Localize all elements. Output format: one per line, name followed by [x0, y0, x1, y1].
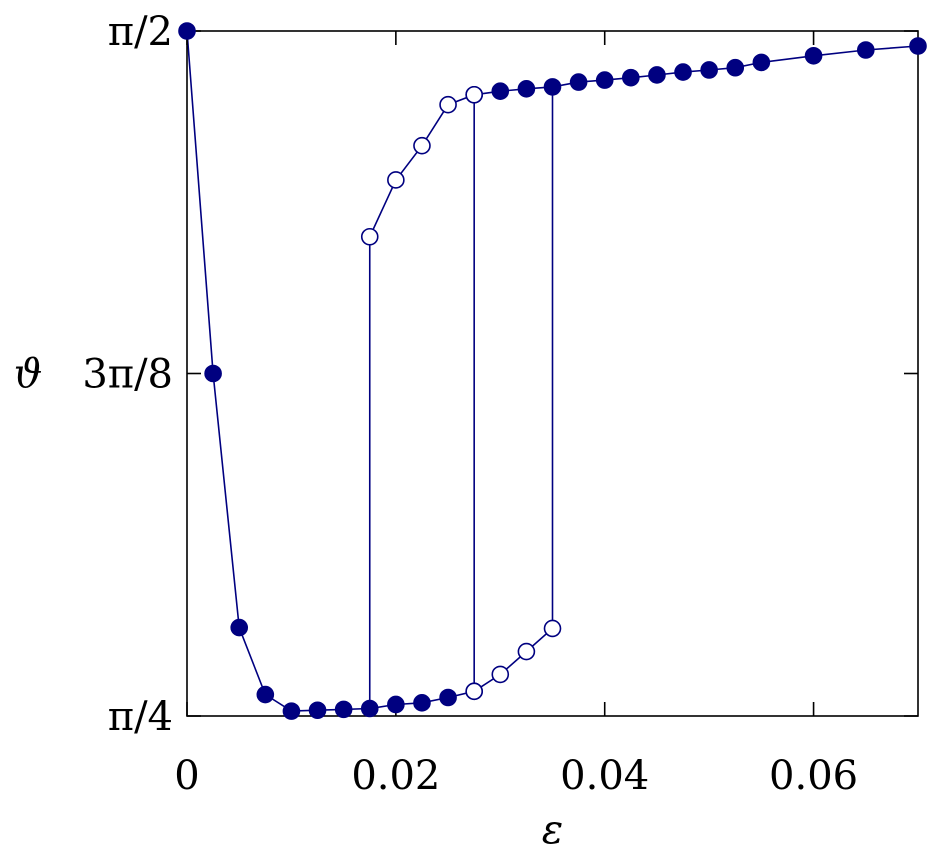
data-point-open: [465, 85, 483, 104]
data-point-filled: [726, 58, 745, 77]
data-point-open: [491, 665, 510, 684]
data-point-filled: [648, 66, 666, 84]
data-point-filled: [674, 63, 692, 81]
y-tick-label: π/2: [108, 9, 173, 55]
data-point-filled: [360, 699, 379, 718]
x-tick-label: 0.06: [769, 753, 858, 799]
data-point-filled: [569, 73, 588, 91]
series-line: [186, 30, 475, 712]
data-point-filled: [230, 618, 249, 637]
data-points: [178, 22, 927, 720]
data-point-filled: [700, 61, 718, 79]
tick-labels: 0 0.02 0.04 0.06 π/4 3π/8 π/2: [82, 9, 858, 799]
x-tick-label: 0.02: [351, 753, 440, 799]
x-axis-label: ε: [542, 807, 563, 853]
data-point-filled: [178, 22, 196, 40]
y-axis-label: ϑ: [14, 352, 43, 398]
data-point-filled: [909, 37, 927, 55]
data-point-filled: [595, 71, 614, 89]
data-point-open: [543, 619, 562, 638]
data-point-open: [413, 136, 431, 155]
series-line: [474, 45, 919, 96]
data-point-filled: [413, 694, 431, 712]
data-point-open: [517, 642, 536, 661]
data-point-open: [465, 682, 483, 701]
data-point-filled: [204, 364, 222, 383]
data-point-filled: [543, 78, 562, 96]
data-point-filled: [804, 46, 823, 65]
data-point-open: [439, 95, 457, 114]
y-tick-label: π/4: [108, 694, 173, 740]
data-point-open: [360, 227, 379, 246]
x-tick-label: 0.04: [560, 753, 649, 799]
data-point-filled: [491, 82, 510, 100]
data-point-filled: [308, 701, 327, 720]
y-tick-label: 3π/8: [82, 352, 173, 398]
data-point-filled: [334, 700, 353, 719]
data-point-filled: [387, 695, 405, 714]
data-point-filled: [856, 41, 875, 59]
data-point-filled: [256, 685, 275, 704]
data-point-filled: [282, 702, 301, 720]
series-line: [369, 94, 475, 238]
data-point-filled: [517, 80, 536, 98]
data-point-filled: [622, 68, 640, 87]
x-tick-label: 0: [174, 753, 199, 799]
transition-lines: [368, 86, 554, 709]
data-point-open: [387, 171, 405, 189]
data-point-filled: [439, 688, 457, 707]
data-point-filled: [752, 53, 771, 72]
series-line: [473, 627, 554, 692]
